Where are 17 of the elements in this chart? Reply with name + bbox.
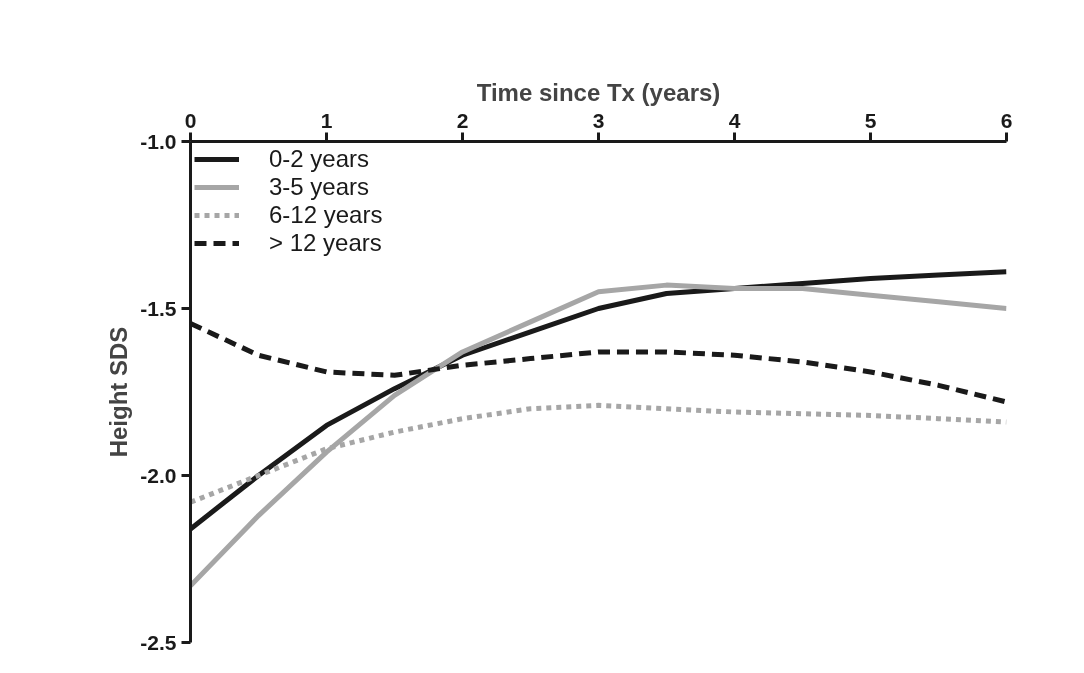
x-tick-label: 2 — [456, 108, 469, 132]
x-tick-label: 6 — [1000, 108, 1013, 132]
legend-label: > 12 years — [269, 229, 382, 257]
x-tick-label: 4 — [728, 108, 741, 132]
x-axis-title: Time since Tx (years) — [476, 78, 721, 106]
legend-label: 0-2 years — [269, 145, 370, 173]
x-tick-label: 0 — [184, 108, 197, 132]
legend-label: 6-12 years — [269, 201, 383, 229]
y-axis-title: Height SDS — [105, 326, 133, 458]
y-tick-label: -1.0 — [140, 129, 177, 153]
y-tick-label: -2.5 — [140, 630, 177, 654]
x-tick-label: 5 — [864, 108, 877, 132]
y-tick-label: -1.5 — [140, 296, 177, 320]
x-tick-label: 1 — [320, 108, 333, 132]
y-tick-label: -2.0 — [140, 463, 177, 487]
legend-label: 3-5 years — [269, 173, 370, 201]
x-tick-label: 3 — [592, 108, 605, 132]
